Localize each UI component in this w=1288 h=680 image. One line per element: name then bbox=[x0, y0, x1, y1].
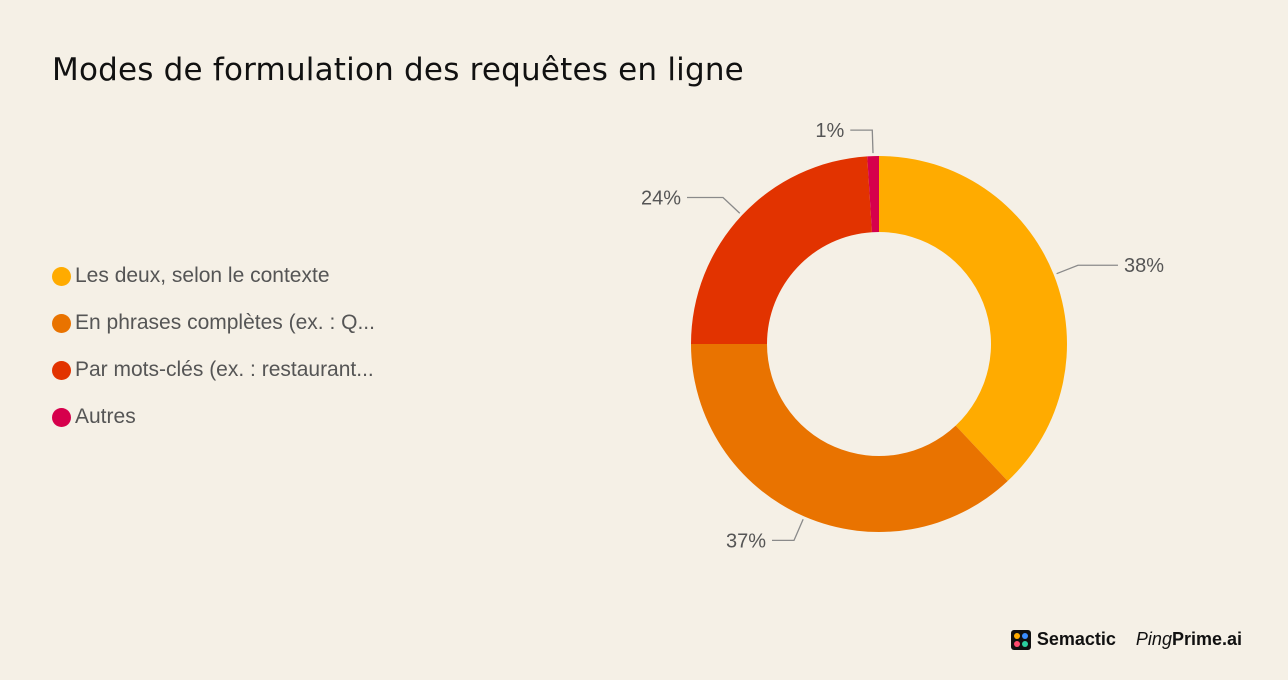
legend-dot-icon bbox=[52, 313, 71, 333]
semactic-dot-1 bbox=[1013, 632, 1020, 639]
leader-line-2 bbox=[772, 519, 804, 542]
leader-line-3 bbox=[687, 196, 741, 214]
pingprime-logo: PingPrime.ai bbox=[1136, 629, 1242, 650]
leader-line-4 bbox=[850, 129, 874, 154]
donut-slice-par-mots-cles-ex-restaurant[interactable] bbox=[691, 156, 872, 344]
data-label-3: 24% bbox=[641, 188, 681, 210]
semactic-dot-4 bbox=[1021, 640, 1028, 647]
donut-slice-autres[interactable] bbox=[867, 156, 879, 233]
chart-title: Modes de formulation des requêtes en lig… bbox=[52, 52, 744, 88]
data-label-1: 38% bbox=[1124, 255, 1164, 277]
chart-legend: Les deux, selon le contexte En phrases c… bbox=[52, 260, 432, 448]
donut-slice-en-phrases-completes-ex-q[interactable] bbox=[691, 344, 1008, 532]
legend-dot-icon bbox=[52, 360, 71, 380]
leader-line-1 bbox=[1056, 264, 1118, 275]
data-label-4: 1% bbox=[815, 120, 844, 142]
legend-item-mots-cles[interactable]: Par mots-clés (ex. : restaurant... bbox=[52, 354, 432, 386]
pingprime-logo-light: Ping bbox=[1135, 629, 1172, 649]
semactic-logo-icon bbox=[1010, 629, 1031, 650]
legend-item-les-deux[interactable]: Les deux, selon le contexte bbox=[52, 260, 432, 292]
footer-logos: Semactic PingPrime.ai bbox=[1010, 629, 1242, 650]
legend-item-phrases-completes[interactable]: En phrases complètes (ex. : Q... bbox=[52, 307, 432, 339]
data-label-2: 37% bbox=[726, 530, 766, 552]
semactic-dot-3 bbox=[1013, 640, 1020, 647]
legend-dot-icon bbox=[52, 407, 71, 427]
donut-slice-les-deux-selon-le-contexte[interactable] bbox=[879, 156, 1067, 482]
pingprime-logo-bold: Prime.ai bbox=[1171, 629, 1242, 649]
semactic-logo-text: Semactic bbox=[1036, 629, 1116, 649]
semactic-logo: Semactic bbox=[1010, 629, 1116, 650]
semactic-dot-2 bbox=[1021, 632, 1028, 639]
legend-dot-icon bbox=[52, 266, 71, 286]
legend-item-autres[interactable]: Autres bbox=[52, 401, 432, 433]
